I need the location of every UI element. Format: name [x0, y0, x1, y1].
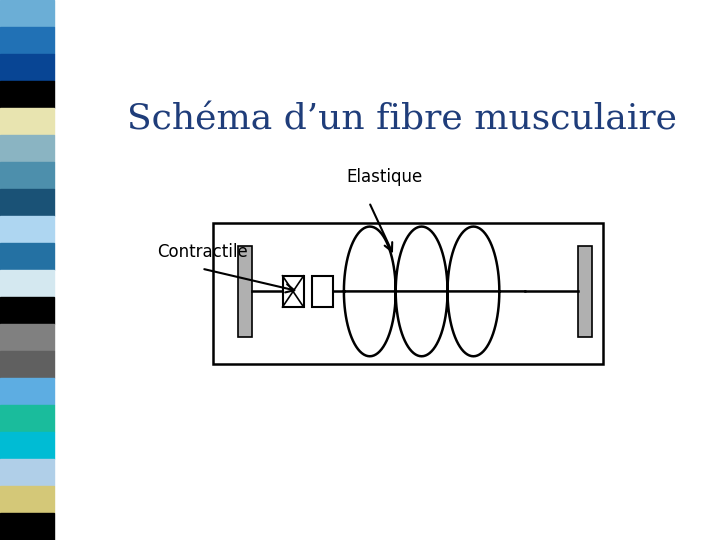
Bar [282, 276, 304, 307]
Bar [578, 246, 593, 337]
Text: Elastique: Elastique [347, 168, 423, 186]
Bar [312, 276, 333, 307]
Text: Schéma d’un fibre musculaire: Schéma d’un fibre musculaire [127, 102, 678, 136]
Bar [213, 223, 603, 364]
Text: Contractile: Contractile [157, 243, 248, 261]
Bar [238, 246, 252, 337]
